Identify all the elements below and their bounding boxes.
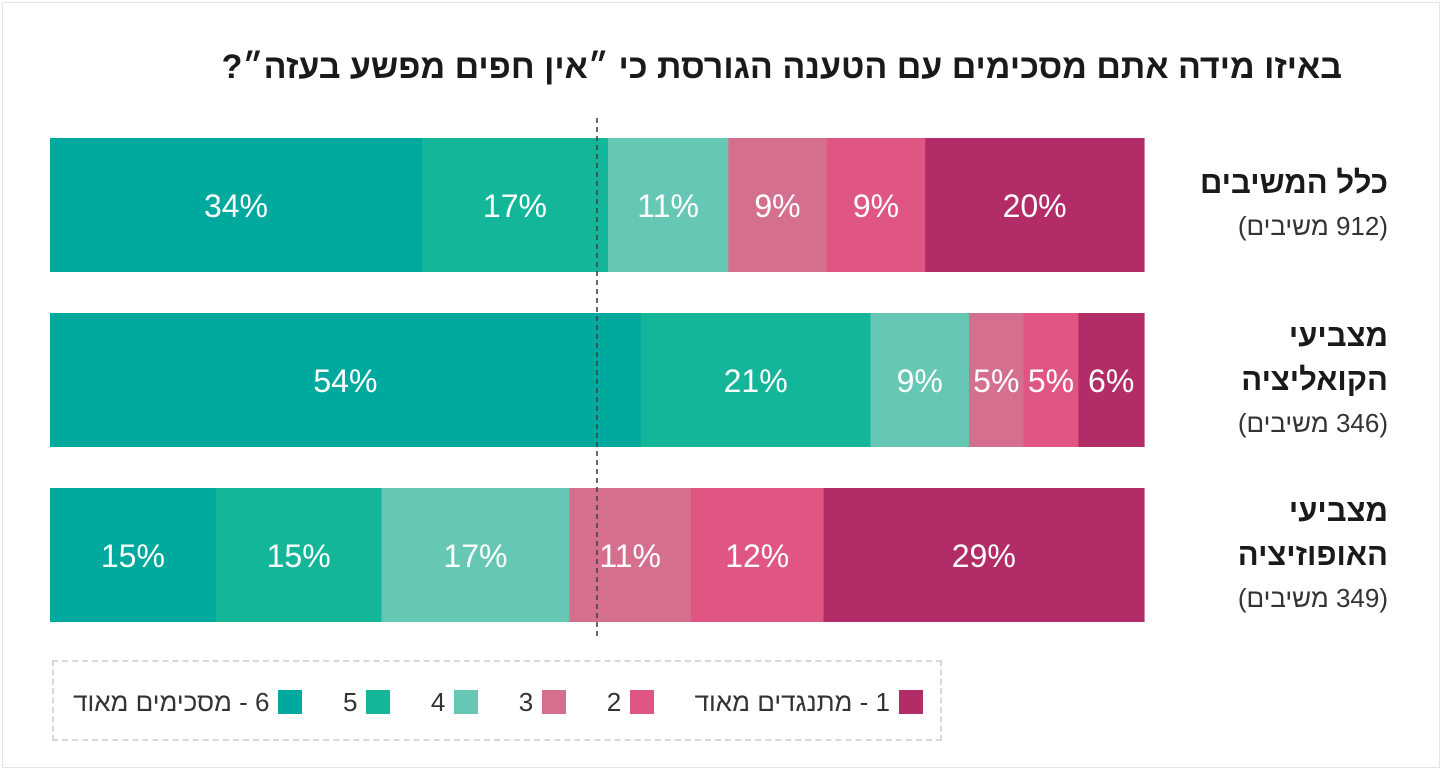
- data-label-1-2: 17%: [483, 188, 547, 224]
- data-label-3-2: 15%: [267, 538, 331, 574]
- data-label-2-1: 54%: [313, 363, 377, 399]
- legend-label-4: 4: [430, 686, 446, 717]
- legend-label-1: 1 - מתנגדים מאוד: [694, 686, 890, 717]
- legend-swatch-1: [899, 690, 923, 714]
- bar-segment-3-5: [690, 488, 825, 622]
- bar-segment-2-3: [870, 313, 970, 447]
- legend-item-6: 6 - מסכימים מאוד: [73, 686, 303, 718]
- data-label-1-1: 34%: [204, 188, 268, 224]
- bar-segment-2-5: [1023, 313, 1079, 447]
- bar-segment-1-1: [50, 138, 423, 272]
- data-label-2-2: 21%: [724, 363, 788, 399]
- data-label-1-4: 9%: [754, 188, 800, 224]
- data-label-1-5: 9%: [853, 188, 899, 224]
- legend-label-5: 5: [342, 686, 358, 717]
- data-label-2-5: 5%: [1028, 363, 1074, 399]
- data-label-2-6: 6%: [1088, 363, 1134, 399]
- data-label-1-3: 11%: [637, 188, 699, 224]
- bar-segment-3-1: [50, 488, 217, 622]
- legend-box: [52, 660, 942, 741]
- legend-label-3: 3: [518, 686, 534, 717]
- data-label-2-3: 9%: [897, 363, 943, 399]
- legend-label-2: 2: [606, 686, 622, 717]
- bar-segment-1-3: [607, 138, 729, 272]
- bar-segment-2-6: [1078, 313, 1145, 447]
- legend-swatch-6: [278, 690, 303, 714]
- category-label-3: מצביעי האופוזיציה: [1238, 493, 1388, 572]
- legend-item-5: 5: [342, 686, 391, 718]
- bar-segment-1-4: [728, 138, 828, 272]
- legend-item-3: 3: [518, 686, 567, 718]
- category-sublabel-3: (349 משיבים): [1238, 583, 1388, 613]
- data-label-3-6: 29%: [952, 538, 1016, 574]
- legend-label-6: 6 - מסכימים מאוד: [73, 686, 270, 717]
- bar-segment-2-2: [640, 313, 872, 447]
- bar-segment-3-3: [381, 488, 570, 622]
- data-label-1-6: 20%: [1003, 188, 1067, 224]
- category-label-1: כלל המשיבים: [1200, 165, 1388, 200]
- bar-segment-3-2: [215, 488, 383, 622]
- legend-swatch-2: [630, 690, 655, 714]
- data-label-3-1: 15%: [101, 538, 165, 574]
- bar-segment-2-1: [50, 313, 642, 447]
- data-label-3-4: 11%: [599, 538, 661, 574]
- bar-segment-1-5: [826, 138, 926, 272]
- chart-title: באיזו מידה אתם מסכימים עם הטענה הגורסת כ…: [221, 48, 1342, 86]
- bar-segment-1-6: [925, 138, 1145, 272]
- legend-swatch-4: [454, 690, 479, 714]
- bar-segment-3-6: [823, 488, 1145, 622]
- bar-segment-3-4: [569, 488, 692, 622]
- legend-swatch-3: [542, 690, 567, 714]
- legend-item-1: 1 - מתנגדים מאוד: [695, 687, 923, 718]
- data-label-3-5: 12%: [725, 538, 789, 574]
- bar-segment-1-2: [421, 138, 609, 272]
- data-label-3-3: 17%: [443, 538, 507, 574]
- data-label-2-4: 5%: [973, 363, 1019, 399]
- category-label-2: מצביעי הקואליציה: [1241, 318, 1388, 397]
- category-sublabel-2: (346 משיבים): [1238, 408, 1388, 438]
- legend-swatch-5: [366, 690, 391, 714]
- legend-item-2: 2: [606, 686, 655, 718]
- legend: 1 - מתנגדים מאוד 2 3 4 5 6 - מסכימים מאוד: [73, 684, 923, 720]
- legend-item-4: 4: [430, 686, 479, 718]
- bar-segment-2-4: [968, 313, 1025, 447]
- category-sublabel-1: (912 משיבים): [1238, 211, 1388, 241]
